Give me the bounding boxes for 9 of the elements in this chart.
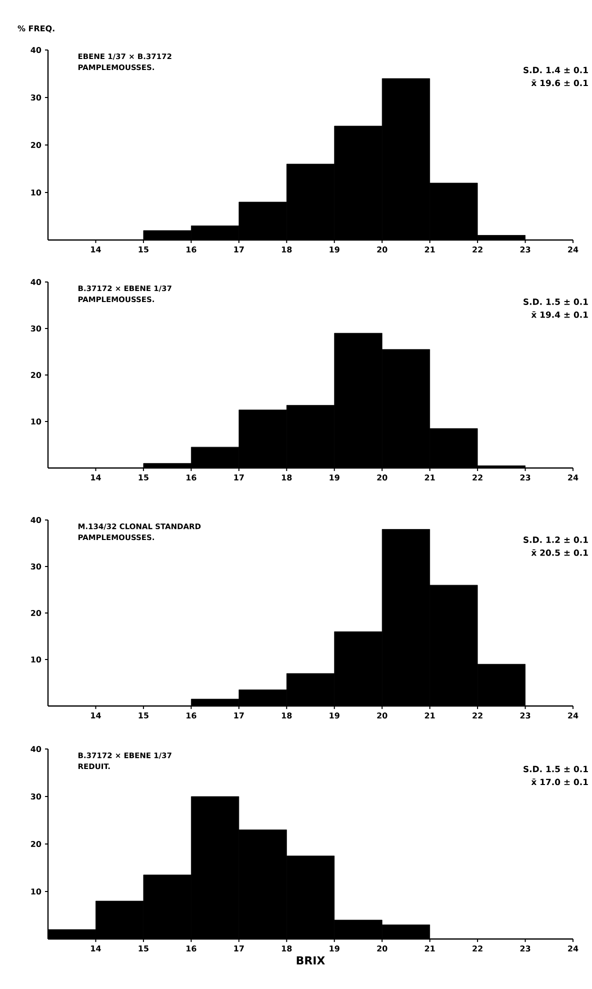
- x-axis-title: BRIX: [296, 956, 325, 964]
- annotation: x̄ 19.4 ± 0.1: [531, 311, 588, 318]
- annotation: x̄ 19.6 ± 0.1: [531, 80, 588, 86]
- annotation: x̄ 17.0 ± 0.1: [531, 778, 588, 786]
- annotation: S.D. 1.4 ± 0.1: [524, 66, 588, 74]
- annotation: S.D. 1.5 ± 0.1: [524, 298, 588, 305]
- annotation: S.D. 1.5 ± 0.1: [524, 766, 588, 772]
- annotation: S.D. 1.2 ± 0.1: [524, 536, 588, 543]
- annotation: x̄ 20.5 ± 0.1: [531, 549, 588, 556]
